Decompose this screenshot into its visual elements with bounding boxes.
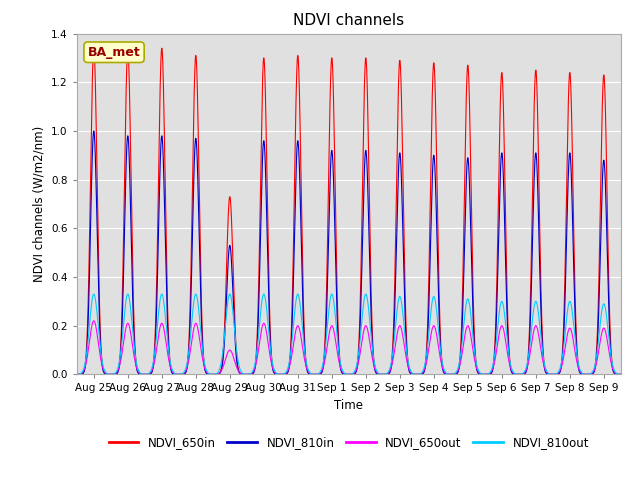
Y-axis label: NDVI channels (W/m2/nm): NDVI channels (W/m2/nm) — [33, 126, 45, 282]
Legend: NDVI_650in, NDVI_810in, NDVI_650out, NDVI_810out: NDVI_650in, NDVI_810in, NDVI_650out, NDV… — [104, 432, 594, 454]
Title: NDVI channels: NDVI channels — [293, 13, 404, 28]
X-axis label: Time: Time — [334, 399, 364, 412]
Text: BA_met: BA_met — [88, 46, 140, 59]
